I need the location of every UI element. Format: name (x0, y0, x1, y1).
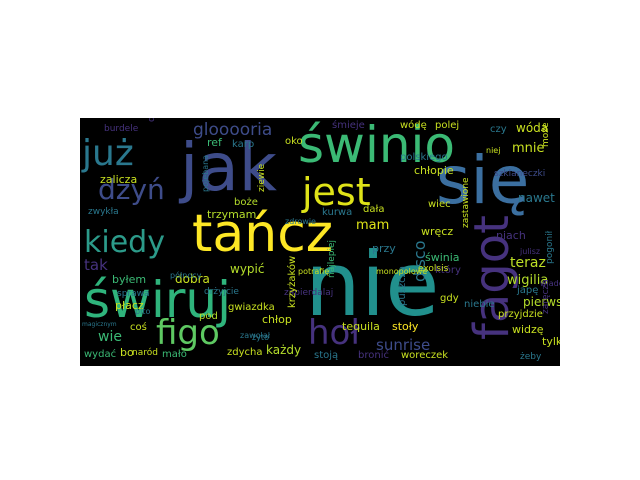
word-magicznym: magicznym (82, 321, 117, 328)
word-przy: przy (372, 242, 396, 255)
word-pierwsza: pierwsza (523, 295, 560, 309)
word-exolsis: exolsis (418, 264, 449, 274)
word-zastawione: zastawione (461, 177, 471, 228)
word-polskiego: polskiego (400, 152, 448, 163)
word-zapierdalaj: zapierdalaj (284, 288, 334, 298)
word-piach: piach (496, 229, 526, 242)
word-krzyzakow: krzyżaków (287, 255, 298, 308)
word-boze: boże (234, 197, 258, 208)
word-wie: wie (98, 329, 122, 345)
word-karp: karp (232, 139, 255, 150)
word-sprawa: sprawa (117, 289, 150, 299)
word-niej: niej (486, 146, 501, 155)
word-dobra: dobra (175, 272, 210, 286)
word-tak: tak (84, 256, 108, 274)
word-jak: jak (180, 129, 278, 206)
word-szklaneczki: szklaneczki (494, 169, 546, 179)
word-jape: japę (517, 285, 539, 296)
word-malo: mało (162, 349, 187, 360)
word-mnie: mnie (512, 141, 545, 156)
word-narod: naród (132, 348, 158, 358)
word-wode: wódę (400, 120, 427, 131)
word-potrafie: potrafię (298, 267, 330, 276)
word-burdele: burdele (104, 124, 139, 134)
word-tylko: tylko (542, 335, 560, 348)
word-stoly: stoły (392, 320, 419, 333)
word-woreczek: woreczek (401, 350, 449, 361)
word-trzymam: trzymam (207, 208, 257, 221)
word-kurwa: kurwa (322, 207, 353, 218)
word-teraz: teraz (510, 255, 546, 271)
word-kazdy: każdy (266, 343, 302, 357)
word-pojebana: pojebana (201, 154, 210, 192)
word-zeby: żeby (520, 352, 542, 362)
word-ktory: który (435, 265, 461, 276)
word-pod: pod (199, 311, 218, 322)
word-ref: ref (207, 136, 222, 149)
word-wrecz: wręcz (421, 225, 454, 238)
word-nie: nie (305, 233, 440, 336)
word-zyto: żyto (252, 333, 269, 342)
word-sunrise: sunrise (376, 336, 431, 354)
word-pito: pito (135, 307, 151, 316)
word-mam: mam (356, 218, 390, 233)
word-gdy: gdy (440, 293, 459, 304)
word-najlepiej: najlepiej (327, 239, 337, 278)
word-glooooria: glooooria (193, 120, 273, 140)
word-julisz: julisz (520, 247, 541, 256)
word-smieje: śmieje (332, 120, 365, 131)
word-wigilia: wigilia (507, 273, 549, 288)
word-dala: dała (363, 204, 385, 215)
word-zdrowie: zdrowie (285, 217, 316, 226)
word-zdycha: zdycha (227, 347, 263, 358)
word-drzyjcie: drżyjcie (204, 287, 239, 297)
word-dioni: dioni (147, 118, 157, 122)
word-cos: coś (130, 322, 147, 333)
word-gwiazdka: gwiazdka (228, 302, 275, 313)
word-kiedy: kiedy (84, 225, 165, 260)
word-bronic: bronić (358, 350, 389, 361)
word-chlopie: chłopie (414, 164, 454, 177)
word-oko: oko (285, 136, 303, 147)
word-moze: może (541, 122, 551, 147)
word-czy: czy (490, 124, 507, 135)
word-wiec: wiec (428, 199, 451, 210)
word-sie: się (436, 142, 530, 219)
word-pogonil: pogonił (545, 230, 555, 264)
word-swiruj: świruj (84, 271, 231, 329)
word-stoja: stoją (314, 350, 339, 361)
word-wiadek: wiadek (540, 279, 560, 288)
word-widze: widzę (512, 323, 544, 336)
word-wydac: wydać (84, 349, 117, 360)
word-polnocy: północy (170, 271, 202, 280)
word-swinia: świnia (425, 251, 460, 264)
word-zwykla: zwykła (88, 207, 119, 217)
word-jest: jest (302, 170, 371, 214)
word-przyjdzie: przyjdzie (498, 309, 543, 320)
word-woda: wóda (516, 121, 549, 135)
word-hol: hoł (308, 313, 361, 353)
word-bylem: byłem (112, 273, 147, 286)
word-placz: płacz (115, 299, 144, 312)
word-nawet: nawet (518, 191, 555, 205)
word-tequila: tequila (342, 320, 380, 333)
word-swinio: świnio (298, 118, 456, 174)
word-ziewie: ziewie (257, 163, 267, 192)
word-chlop: chłop (262, 313, 292, 326)
word-niebie: niebie (464, 299, 495, 310)
word-wypic: wypić (230, 262, 265, 276)
word-tancz: tańcz (192, 204, 334, 264)
word-dzyn: dzyń (98, 173, 165, 206)
word-zalicza: zalicza (100, 173, 138, 186)
word-polej: polej (435, 120, 460, 131)
word-juz: już (82, 133, 134, 174)
word-bo: bo (120, 346, 134, 359)
word-monopolowe: monopolowe (376, 267, 428, 276)
word-figo: figo (156, 313, 220, 353)
word-cloud-canvas: nie świruj jak się tańcz świnio fagot je… (80, 118, 560, 366)
word-zawolal: zawołał (240, 331, 270, 340)
